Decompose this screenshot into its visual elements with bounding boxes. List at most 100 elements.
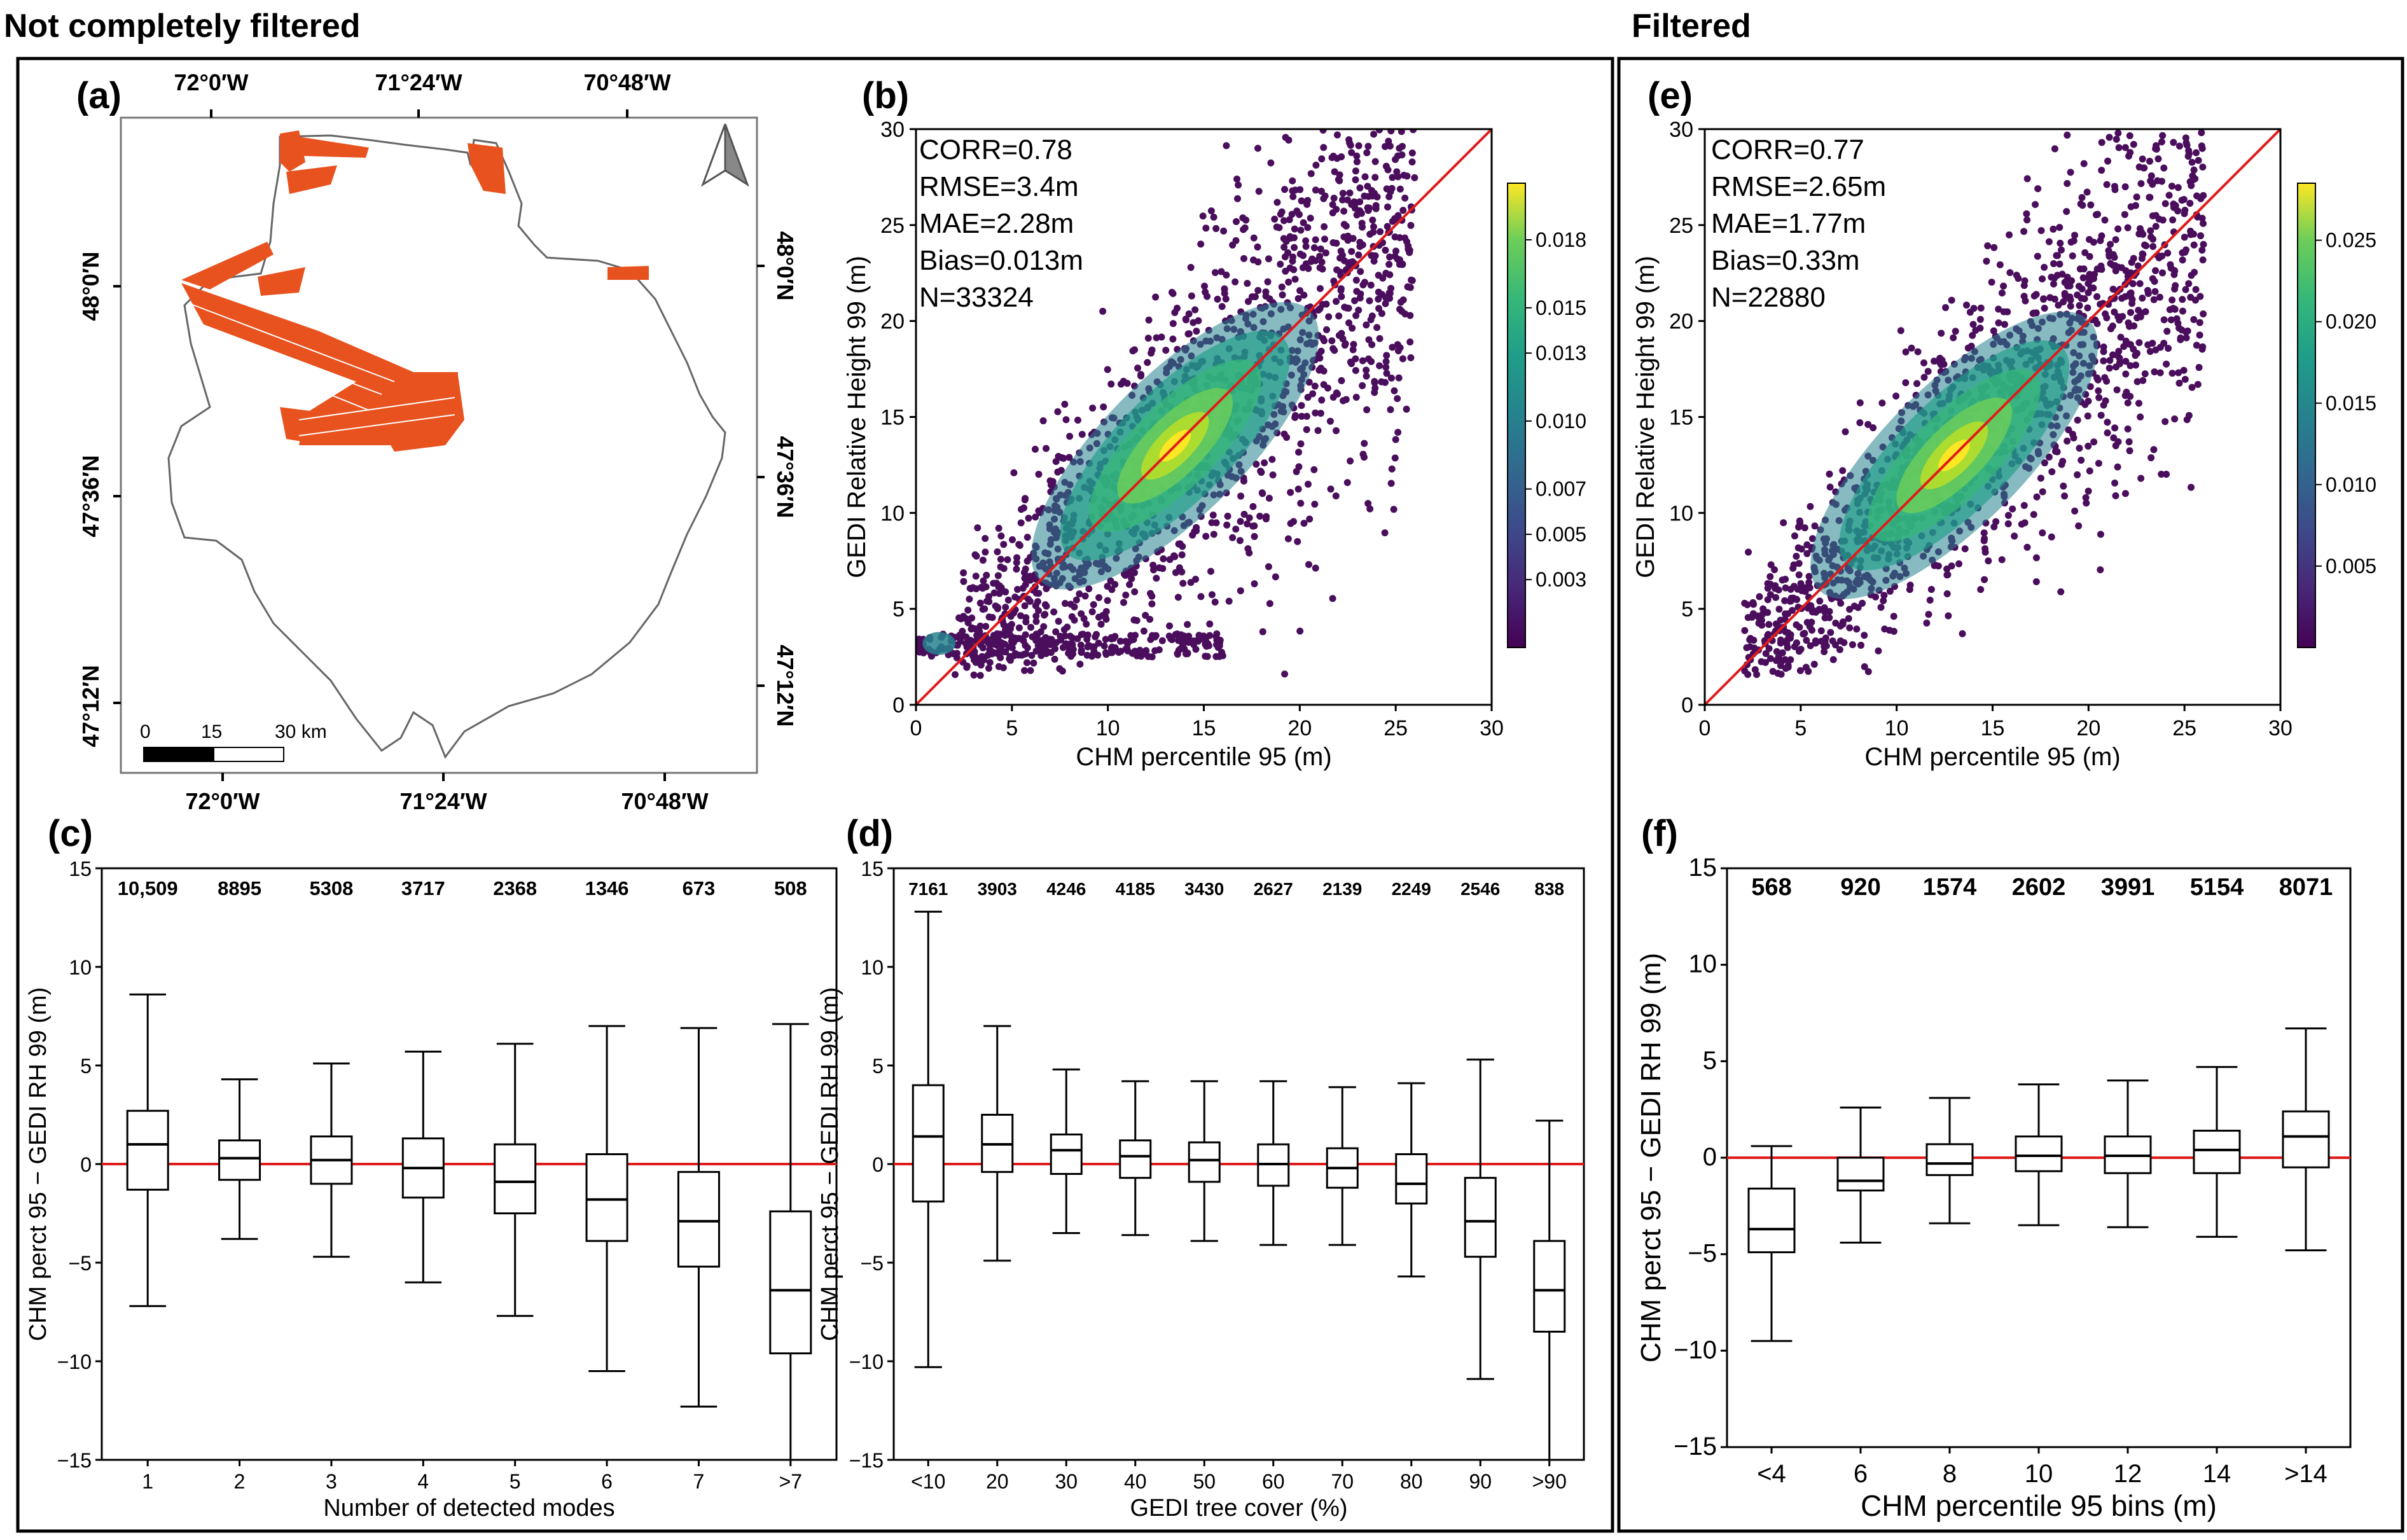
scatter-point bbox=[1190, 319, 1197, 326]
scatter-point bbox=[1040, 623, 1048, 630]
box-50 bbox=[1188, 1080, 1221, 1242]
scatter-point bbox=[2175, 379, 2183, 387]
stats-line: Bias=0.33m bbox=[1711, 245, 1860, 276]
scatter-point bbox=[1886, 587, 1894, 595]
scatter-point bbox=[2045, 238, 2053, 246]
scatter-point bbox=[1178, 551, 1186, 558]
scatter-point bbox=[1266, 295, 1273, 303]
scatter-point bbox=[1167, 635, 1175, 642]
scatter-point bbox=[1060, 626, 1068, 634]
scatter-point bbox=[1346, 189, 1354, 197]
scatter-point bbox=[2177, 334, 2184, 342]
scatter-point bbox=[1392, 156, 1399, 163]
scatter-point bbox=[1071, 603, 1078, 611]
scatter-point bbox=[2188, 384, 2196, 391]
scalebar-15: 15 bbox=[201, 721, 222, 742]
scatter-point bbox=[1061, 401, 1069, 408]
scatter-point bbox=[2111, 479, 2119, 487]
scatter-point bbox=[1976, 316, 1984, 323]
scatter-point bbox=[1237, 518, 1244, 525]
scatter-point bbox=[1233, 195, 1241, 202]
scatter-point bbox=[2105, 364, 2113, 372]
scatter-point bbox=[2200, 310, 2207, 317]
scatter-point bbox=[1140, 627, 1148, 635]
scatter-point bbox=[1383, 352, 1391, 359]
scatter-point bbox=[1970, 305, 1978, 312]
scatter-point bbox=[1172, 630, 1179, 638]
scatter-point bbox=[1988, 279, 1995, 286]
scatter-point bbox=[2172, 282, 2179, 289]
scatter-point bbox=[2104, 429, 2111, 436]
scatter-point bbox=[1148, 592, 1156, 600]
scatter-point bbox=[1382, 294, 1390, 302]
count-label: 508 bbox=[774, 877, 807, 899]
scatter-point bbox=[1166, 556, 1174, 564]
scatter-point bbox=[1387, 188, 1394, 196]
scatter-point bbox=[1137, 372, 1144, 380]
x-tick-label: 3 bbox=[326, 1470, 337, 1493]
scatter-point bbox=[1393, 168, 1401, 176]
scatter-point bbox=[1872, 593, 1880, 600]
scatter-point bbox=[1772, 593, 1780, 601]
scatter-point bbox=[1197, 240, 1205, 248]
scatter-point bbox=[1345, 136, 1353, 144]
map-right-tick-3: 47°12′N bbox=[772, 644, 798, 726]
scatter-point bbox=[1370, 252, 1377, 260]
scatter-point bbox=[1890, 613, 1897, 620]
scatter-point bbox=[1399, 260, 1406, 268]
map-left-tick-1: 48°0′N bbox=[78, 251, 104, 321]
scatter-point bbox=[1193, 524, 1200, 531]
track-cluster bbox=[286, 165, 337, 194]
scatter-point bbox=[1249, 503, 1257, 510]
scatter-point bbox=[1342, 396, 1350, 403]
scatter-point bbox=[1942, 304, 1950, 312]
scatter-point bbox=[2064, 274, 2071, 281]
scatter-point bbox=[1023, 557, 1031, 565]
scatter-point bbox=[968, 614, 976, 622]
iqr-box bbox=[126, 1109, 169, 1191]
scatter-point bbox=[2048, 274, 2055, 281]
scatter-point bbox=[1355, 251, 1363, 259]
scatter-point bbox=[1298, 197, 1305, 205]
scatter-point bbox=[2159, 132, 2167, 139]
scatter-point bbox=[1223, 271, 1230, 279]
scatter-point bbox=[1367, 281, 1375, 289]
scatter-point bbox=[1148, 349, 1155, 357]
scatter-point bbox=[2112, 492, 2119, 499]
panel-label: (f) bbox=[1641, 813, 1678, 854]
scatter-point bbox=[2182, 286, 2189, 293]
scatter-point bbox=[1945, 612, 1952, 620]
scatter-point bbox=[2112, 135, 2120, 143]
scatter-point bbox=[1251, 580, 1258, 588]
scatter-point bbox=[1193, 328, 1200, 335]
scatter-point bbox=[1750, 600, 1758, 608]
x-tick-label: 8 bbox=[1943, 1460, 1957, 1488]
scatter-point bbox=[1346, 259, 1354, 267]
iqr-box bbox=[585, 1153, 628, 1242]
scatter-point bbox=[1382, 363, 1390, 371]
scatter-point bbox=[2034, 185, 2042, 193]
scatter-point bbox=[2100, 357, 2107, 364]
scatter-point bbox=[2102, 310, 2109, 317]
scatter-point bbox=[1069, 640, 1076, 648]
scatter-point bbox=[1943, 590, 1951, 597]
scatter-point bbox=[1011, 593, 1019, 601]
scatter-point bbox=[2132, 361, 2140, 369]
x-tick-label: 5 bbox=[1794, 716, 1807, 740]
y-tick-label: −5 bbox=[861, 1252, 884, 1275]
scatter-point bbox=[2001, 321, 2008, 328]
scatter-point bbox=[1826, 483, 1834, 491]
scatter-point bbox=[2137, 413, 2144, 420]
scatter-point bbox=[1032, 618, 1040, 625]
x-tick-label: <4 bbox=[1757, 1460, 1786, 1488]
y-tick-label: 20 bbox=[1669, 310, 1693, 334]
scatter-point bbox=[1821, 614, 1829, 621]
scatter-point bbox=[1304, 224, 1312, 232]
scatter-point bbox=[2081, 295, 2088, 303]
scatter-point bbox=[994, 548, 1001, 555]
colorbar-tick-label: 0.010 bbox=[2326, 473, 2376, 496]
scatter-point bbox=[1948, 296, 1955, 304]
colorbar-tick-label: 0.018 bbox=[1536, 228, 1586, 251]
scatter-point bbox=[2159, 216, 2167, 224]
scatter-point bbox=[1892, 392, 1900, 400]
